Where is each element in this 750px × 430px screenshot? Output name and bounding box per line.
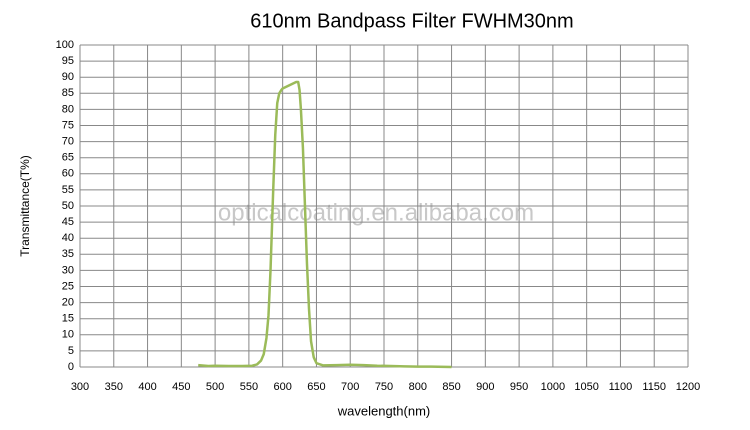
y-axis-label: Transmittance(T%) — [18, 155, 32, 257]
data-line — [198, 80, 452, 369]
y-tick-label: 25 — [62, 280, 74, 292]
y-tick-label: 5 — [68, 345, 74, 357]
x-tick-label: 800 — [409, 381, 427, 393]
y-tick-label: 75 — [62, 119, 74, 131]
x-tick-label: 900 — [476, 381, 494, 393]
x-axis-label: wavelength(nm) — [337, 403, 431, 418]
x-tick-label: 650 — [307, 381, 325, 393]
y-tick-label: 65 — [62, 152, 74, 164]
y-tick-label: 40 — [62, 232, 74, 244]
y-tick-label: 10 — [62, 329, 74, 341]
y-tick-label: 70 — [62, 136, 74, 148]
y-tick-label: 85 — [62, 87, 74, 99]
x-tick-label: 300 — [71, 381, 89, 393]
y-tick-label: 35 — [62, 248, 74, 260]
x-tick-label: 750 — [375, 381, 393, 393]
y-tick-label: 0 — [68, 361, 74, 373]
x-tick-label: 1200 — [676, 381, 700, 393]
y-tick-label: 55 — [62, 184, 74, 196]
y-tick-label: 15 — [62, 313, 74, 325]
x-tick-label: 450 — [172, 381, 190, 393]
x-tick-label: 950 — [510, 381, 528, 393]
x-tick-label: 1100 — [609, 381, 633, 393]
x-tick-label: 400 — [138, 381, 156, 393]
x-tick-label: 700 — [341, 381, 359, 393]
y-tick-label: 95 — [62, 55, 74, 67]
y-tick-label: 50 — [62, 200, 74, 212]
y-tick-label: 90 — [62, 71, 74, 83]
y-tick-label: 45 — [62, 216, 74, 228]
x-tick-label: 1000 — [541, 381, 565, 393]
y-tick-label: 100 — [56, 39, 74, 51]
x-tick-label: 1050 — [574, 381, 598, 393]
x-tick-label: 600 — [273, 381, 291, 393]
x-tick-label: 550 — [240, 381, 258, 393]
x-tick-label: 1150 — [642, 381, 666, 393]
y-tick-label: 20 — [62, 297, 74, 309]
x-tick-label: 850 — [442, 381, 460, 393]
y-tick-label: 80 — [62, 103, 74, 115]
y-tick-label: 60 — [62, 168, 74, 180]
chart-title: 610nm Bandpass Filter FWHM30nm — [250, 10, 573, 32]
y-tick-label: 30 — [62, 264, 74, 276]
x-tick-label: 500 — [206, 381, 224, 393]
x-tick-label: 350 — [105, 381, 123, 393]
